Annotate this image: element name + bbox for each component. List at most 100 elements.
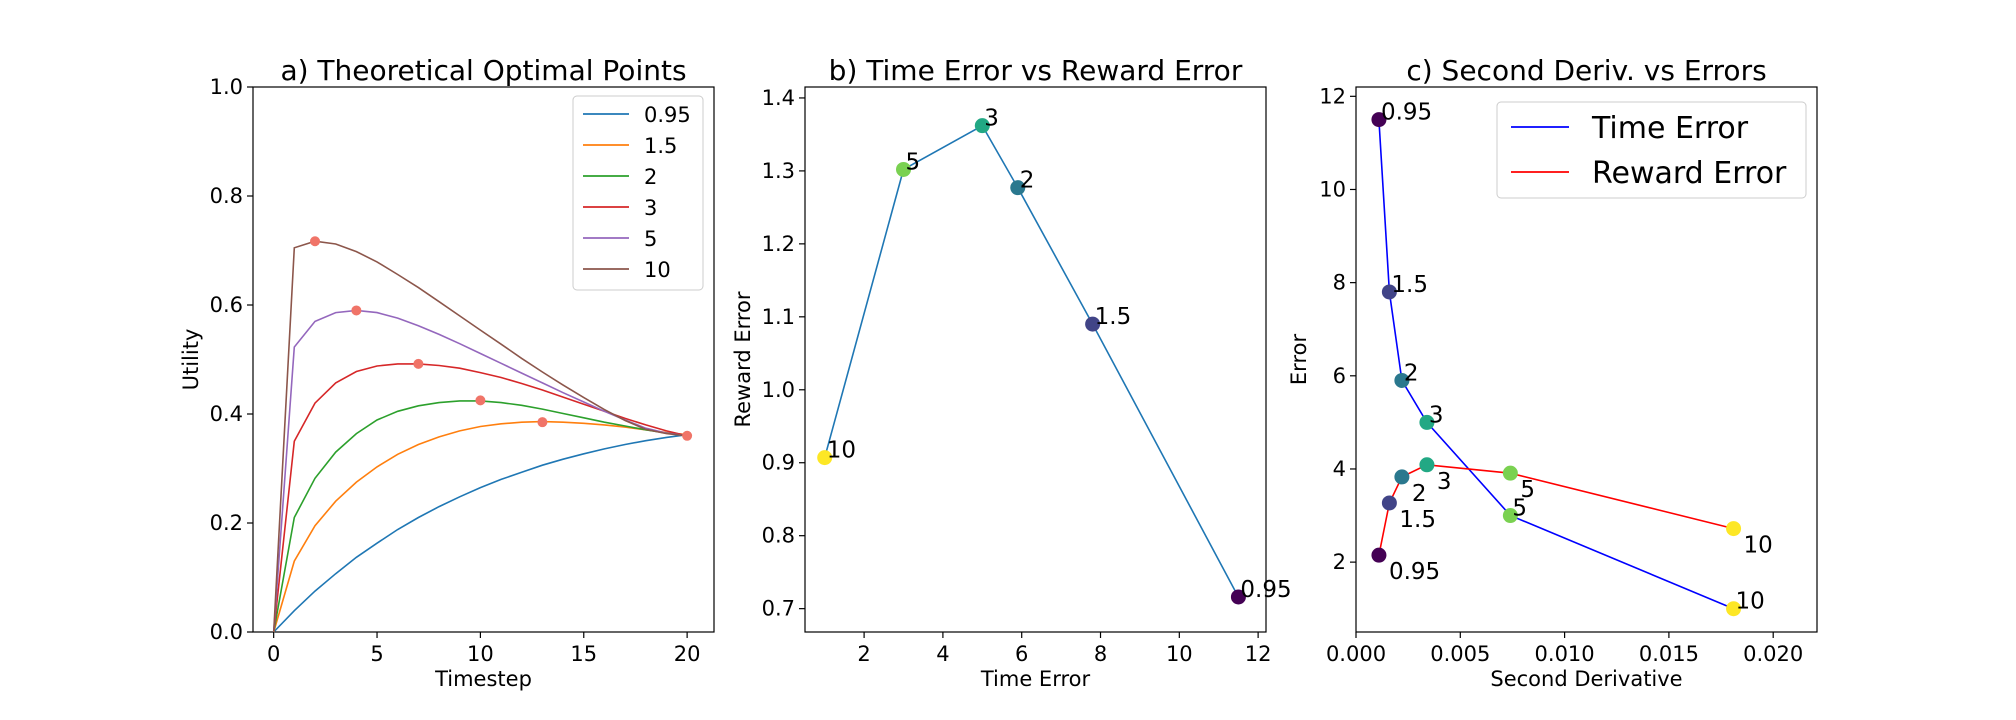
y-tick-label: 1.4 [762,86,795,110]
data-point [1085,316,1101,332]
series-line [1378,119,1734,610]
y-tick-label: 1.0 [210,75,243,99]
chart-c: 0.000 0.005 0.010 0.015 0.020 2 4 6 8 10 12 c) Seco… [1287,54,1818,691]
data-point [896,161,912,177]
x-tick-label: 0.020 [1743,642,1803,666]
y-tick-label: 6 [1333,364,1346,388]
data-point [1726,521,1742,537]
optimal-point-1.5 [537,417,548,428]
data-point [1371,547,1387,563]
legend-label: 5 [644,227,657,251]
legend-label: 0.95 [644,103,691,127]
optimal-point-0.95 [682,430,693,441]
data-point [1419,414,1435,430]
series-line-2 [272,400,688,633]
chart-a: 0 5 10 15 20 0.0 0.2 0.4 0.6 0.8 1.0 a) Theoretical… [179,54,715,691]
data-point [1394,372,1410,388]
y-tick-label: 8 [1333,271,1346,295]
y-tick-label: 0.0 [210,620,243,644]
y-axis-label: Utility [179,329,203,391]
data-point [1726,601,1742,617]
data-point [1010,180,1026,196]
x-tick-label: 20 [674,642,701,666]
legend-label: 1.5 [644,134,677,158]
x-tick-label: 5 [370,642,383,666]
optimal-point-2 [475,395,486,406]
data-point [1419,457,1435,473]
point-label: 10 [1736,589,1765,615]
series-line [1378,463,1734,556]
data-point [1394,469,1410,485]
point-label: 0.95 [1381,100,1432,126]
point-label: 1.5 [1095,304,1132,330]
y-tick-label: 1.2 [762,232,795,256]
x-tick-label: 8 [1094,642,1107,666]
x-tick-label: 6 [1015,642,1028,666]
series-line-1.5 [272,420,688,633]
x-tick-label: 4 [936,642,949,666]
point-label: 5 [1512,496,1527,522]
legend: 0.95 1.5 2 3 5 10 [572,95,704,291]
data-point [1381,495,1397,511]
point-label: 10 [827,438,856,464]
series-line-0.95 [273,433,688,633]
chart-title: c) Second Deriv. vs Errors [1406,54,1766,87]
x-tick-label: 0.010 [1535,642,1595,666]
data-point [1371,112,1387,128]
data-point [817,450,833,466]
optimal-point-10 [310,236,321,247]
y-tick-label: 0.7 [762,597,795,621]
y-tick-label: 0.8 [762,524,795,548]
optimal-point-5 [351,305,362,316]
legend-label: 3 [644,196,657,220]
point-label: 1.5 [1391,272,1428,298]
x-axis-label: Second Derivative [1490,667,1682,691]
plot-frame [252,86,715,633]
y-tick-label: 1.0 [762,378,795,402]
data-point [1502,508,1518,524]
point-label: 5 [906,149,921,175]
x-axis-label: Timestep [434,667,532,691]
x-tick-label: 0.015 [1639,642,1699,666]
y-tick-label: 4 [1333,457,1346,481]
chart-title: a) Theoretical Optimal Points [280,54,686,87]
plot-frame [804,86,1267,633]
point-label: 2 [1412,481,1427,507]
legend-label: 10 [644,258,671,282]
plot-frame [1355,86,1818,633]
x-tick-label: 2 [857,642,870,666]
legend: Time Error Reward Error [1496,101,1807,199]
series-line [823,124,1240,598]
x-tick-label: 0 [267,642,280,666]
data-point [1502,465,1518,481]
point-label: 10 [1744,533,1773,559]
optimal-point-3 [413,358,424,369]
series-line-5 [272,309,688,633]
x-axis-label: Time Error [980,667,1091,691]
y-tick-label: 10 [1319,177,1346,201]
point-label: 3 [1429,402,1444,428]
legend-label: 2 [644,165,657,189]
y-tick-label: 2 [1333,550,1346,574]
chart-title: b) Time Error vs Reward Error [829,54,1243,87]
point-label: 0.95 [1389,559,1440,585]
y-axis-label: Error [1287,334,1311,386]
y-tick-label: 0.2 [210,511,243,535]
point-label: 2 [1404,360,1419,386]
x-tick-label: 12 [1245,642,1272,666]
y-tick-label: 0.4 [210,402,243,426]
point-label: 0.95 [1240,577,1291,603]
legend-label: Time Error [1591,111,1749,146]
data-point [1381,284,1397,300]
data-point [974,118,990,134]
point-label: 3 [1437,469,1452,495]
chart-b: 2 4 6 8 10 12 0.7 0.8 0.9 1.0 1.1 1.2 1.3 1.4 b) Time … [731,54,1292,691]
x-tick-label: 10 [1166,642,1193,666]
point-label: 5 [1520,477,1535,503]
y-tick-label: 0.9 [762,451,795,475]
x-tick-label: 0.000 [1326,642,1386,666]
y-tick-label: 1.1 [762,305,795,329]
y-tick-label: 0.8 [210,184,243,208]
point-label: 3 [984,106,999,132]
